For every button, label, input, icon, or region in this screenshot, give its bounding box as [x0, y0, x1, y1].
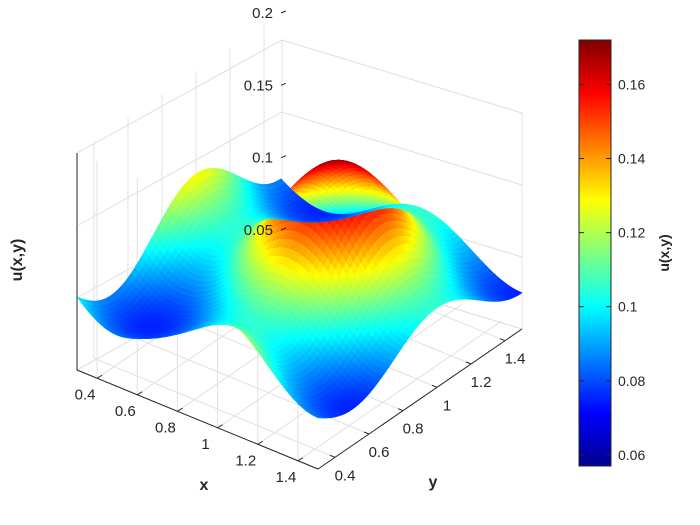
z-tick-label: 0.05: [244, 222, 273, 239]
colorbar-tick-label: 0.16: [618, 76, 645, 92]
y-tick-label: 1.2: [471, 374, 492, 391]
colorbar: [578, 39, 612, 467]
axes-lines: [76, 153, 523, 470]
tick-mark: [397, 408, 404, 412]
x-axis-label: x: [200, 477, 209, 494]
axis-ticks: 0.05 0.1 0.15 0.2 0.4 0.6 0.8 1 1.2 1.4 0.4 0.6 0.8 1…: [75, 5, 526, 486]
x-tick-label: 1.2: [235, 452, 256, 469]
colorbar-label: u(x,y): [656, 234, 672, 271]
z-tick-label: 0.1: [252, 150, 273, 167]
y-tick-label: 1: [443, 397, 451, 414]
x-tick-label: 0.6: [115, 403, 136, 420]
x-tick-label: 0.8: [155, 419, 176, 436]
tick-mark: [177, 407, 183, 412]
y-tick-label: 0.6: [369, 444, 390, 461]
z-axis-label: u(x,y): [9, 239, 26, 282]
tick-mark: [257, 440, 264, 445]
tick-mark: [217, 424, 223, 429]
colorbar-tick-label: 0.1: [618, 299, 638, 315]
tick-mark: [329, 454, 336, 458]
colorbar-tick-label: 0.14: [618, 151, 645, 167]
tick-mark: [297, 457, 304, 462]
x-tick-label: 1.4: [275, 469, 296, 486]
tick-mark: [363, 431, 370, 435]
tick-mark: [280, 82, 287, 86]
tick-mark: [280, 10, 287, 14]
y-axis-label: y: [429, 474, 438, 491]
x-tick-label: 1: [201, 436, 209, 453]
tick-mark: [499, 338, 506, 342]
tick-mark: [431, 384, 438, 388]
surface-patch: [277, 178, 286, 186]
y-tick-label: 1.4: [505, 351, 526, 368]
z-tick-label: 0.15: [244, 77, 273, 94]
colorbar-tick-label: 0.06: [618, 447, 645, 463]
colorbar-tick-label: 0.12: [618, 225, 645, 241]
y-tick-label: 0.4: [335, 467, 356, 484]
tick-mark: [136, 391, 143, 396]
z-tick-label: 0.2: [252, 5, 273, 22]
y-tick-label: 0.8: [403, 421, 424, 438]
colorbar-ticks: 0.06 0.08 0.1 0.12 0.14 0.16: [579, 76, 645, 463]
surface-plot: [76, 159, 523, 419]
tick-mark: [280, 155, 287, 159]
tick-mark: [280, 227, 287, 231]
tick-mark: [465, 361, 472, 365]
x-tick-label: 0.4: [75, 386, 96, 403]
tick-mark: [96, 374, 103, 379]
colorbar-tick-label: 0.08: [618, 373, 645, 389]
